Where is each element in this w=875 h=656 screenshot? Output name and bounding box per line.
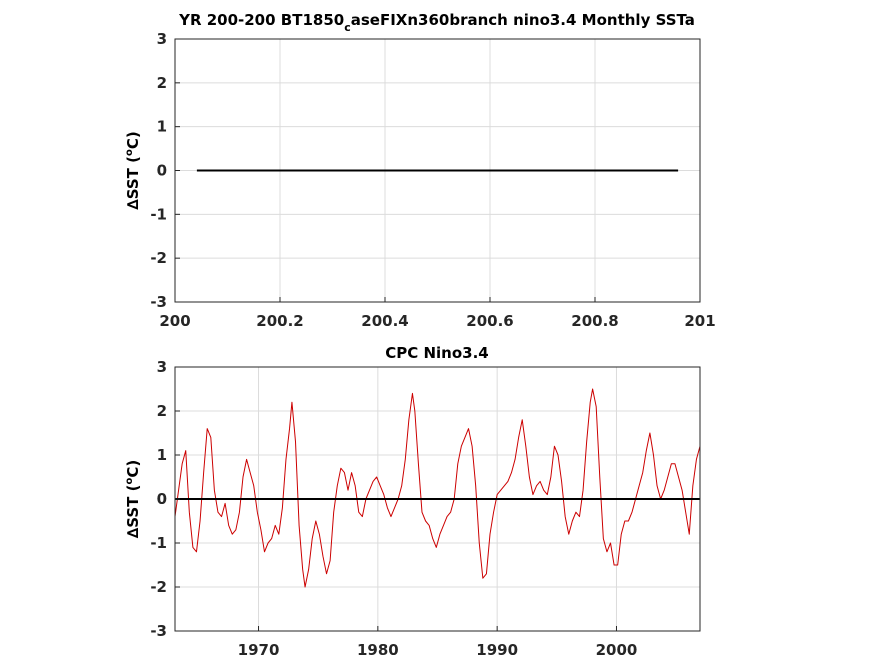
y-tick-label: -1 xyxy=(150,205,167,223)
bottom-ylabel-delta: ∆ xyxy=(124,527,142,538)
x-tick-label: 200.4 xyxy=(361,312,408,330)
top-title: YR 200-200 BT1850caseFIXn360branch nino3… xyxy=(178,11,695,34)
x-tick-label: 2000 xyxy=(596,641,638,656)
y-tick-label: 0 xyxy=(157,162,167,180)
bottom-y-axis-label: ∆SST (oC) xyxy=(124,460,142,538)
bottom-ylabel-text: SST ( xyxy=(124,485,142,528)
y-tick-label: -1 xyxy=(150,534,167,552)
bottom-axes: CPC Nino3.4 1970 1980 1990 2000 3210-1-2-3 … xyxy=(124,344,701,656)
y-tick-label: 1 xyxy=(157,118,167,136)
bottom-title: CPC Nino3.4 xyxy=(385,344,488,362)
y-tick-label: -2 xyxy=(150,578,167,596)
y-tick-label: 3 xyxy=(157,30,167,48)
top-title-main: YR 200-200 BT1850 xyxy=(178,11,344,29)
top-title-subscript: c xyxy=(344,21,351,34)
x-tick-label: 200.2 xyxy=(256,312,303,330)
top-ylabel-unit: C) xyxy=(124,131,142,149)
top-axes: YR 200-200 BT1850caseFIXn360branch nino3… xyxy=(124,11,716,330)
series-line-0 xyxy=(174,388,701,588)
top-ylabel-text: SST ( xyxy=(124,156,142,199)
top-ylabel-degree: o xyxy=(124,149,135,156)
bottom-x-ticks: 1970 1980 1990 2000 xyxy=(238,626,638,656)
bottom-ylabel-unit: C) xyxy=(124,460,142,478)
x-tick-label: 200.8 xyxy=(571,312,618,330)
top-x-ticks: 200 200.2 200.4 200.6 200.8 201 xyxy=(159,297,716,330)
y-tick-label: 3 xyxy=(157,358,167,376)
x-tick-label: 201 xyxy=(684,312,715,330)
bottom-series xyxy=(174,388,701,588)
top-title-rest: aseFIXn360branch nino3.4 Monthly SSTa xyxy=(351,11,695,29)
x-tick-label: 1970 xyxy=(238,641,280,656)
y-tick-label: 1 xyxy=(157,446,167,464)
y-tick-label: 2 xyxy=(157,74,167,92)
y-tick-label: -2 xyxy=(150,249,167,267)
x-tick-label: 200 xyxy=(159,312,190,330)
top-y-axis-label: ∆SST (oC) xyxy=(124,131,142,209)
x-tick-label: 200.6 xyxy=(466,312,513,330)
x-tick-label: 1990 xyxy=(476,641,518,656)
bottom-y-ticks: 3 2 1 0 -1 -2 -3 xyxy=(150,358,180,640)
top-y-ticks: 3 2 1 0 -1 -2 -3 xyxy=(150,30,180,311)
y-tick-label: -3 xyxy=(150,622,167,640)
y-tick-label: -3 xyxy=(150,293,167,311)
bottom-ylabel-degree: o xyxy=(124,478,135,485)
top-ylabel-delta: ∆ xyxy=(124,199,142,210)
y-tick-label: 0 xyxy=(157,490,167,508)
y-tick-label: 2 xyxy=(157,402,167,420)
x-tick-label: 1980 xyxy=(357,641,399,656)
